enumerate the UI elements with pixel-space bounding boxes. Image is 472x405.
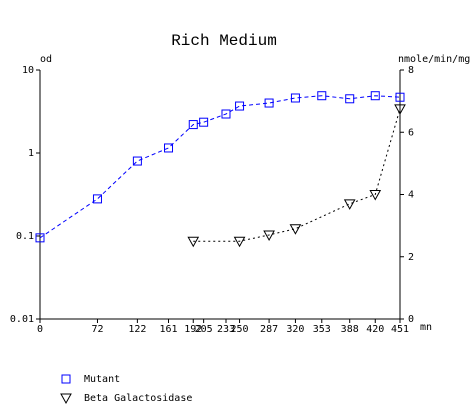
data-point xyxy=(221,109,231,119)
x-tick-label: 388 xyxy=(341,324,359,335)
x-axis-label: mn xyxy=(420,322,432,333)
y2-tick-label: 4 xyxy=(408,190,414,201)
x-tick-label: 320 xyxy=(286,324,304,335)
data-point xyxy=(343,199,356,210)
data-point xyxy=(289,224,302,235)
y2-tick-label: 6 xyxy=(408,127,414,138)
x-tick-label: 0 xyxy=(37,324,43,335)
y-tick-label: 0.1 xyxy=(16,231,34,242)
data-point xyxy=(199,117,209,127)
data-point xyxy=(263,230,275,241)
data-point xyxy=(370,91,380,101)
x-tick-label: 205 xyxy=(195,324,213,335)
x-tick-label: 192 xyxy=(184,324,202,335)
legend-marker xyxy=(60,393,72,405)
legend-label: Beta Galactosidase xyxy=(84,393,192,404)
data-point xyxy=(233,236,246,248)
x-tick-label: 250 xyxy=(231,324,249,335)
x-tick-label: 122 xyxy=(128,324,146,335)
data-point xyxy=(345,94,355,104)
data-point xyxy=(35,233,45,243)
x-tick-label: 72 xyxy=(91,324,103,335)
data-point xyxy=(317,91,327,101)
y2-tick-label: 2 xyxy=(408,252,414,263)
series-line xyxy=(193,108,401,242)
x-tick-label: 287 xyxy=(260,324,278,335)
x-tick-label: 451 xyxy=(391,324,409,335)
data-point xyxy=(92,194,102,204)
chart-title: Rich Medium xyxy=(171,32,277,50)
x-tick-label: 353 xyxy=(313,324,331,335)
data-point xyxy=(369,190,382,201)
data-point xyxy=(187,236,200,248)
y-tick-label: 10 xyxy=(22,65,34,76)
data-point xyxy=(290,93,300,103)
data-point xyxy=(164,143,174,153)
data-point xyxy=(188,120,198,130)
data-point xyxy=(264,98,274,108)
data-point xyxy=(395,92,405,102)
x-tick-label: 233 xyxy=(217,324,235,335)
x-tick-label: 420 xyxy=(366,324,384,335)
data-point xyxy=(235,101,245,111)
y2-axis-label: nmole/min/mg xyxy=(398,54,470,65)
legend-label: Mutant xyxy=(84,374,120,385)
legend-marker xyxy=(61,374,71,384)
data-point xyxy=(394,104,406,115)
y-tick-label: 0.01 xyxy=(10,314,34,325)
y2-tick-label: 0 xyxy=(408,314,414,325)
y-axis-label: od xyxy=(40,54,52,65)
series-line xyxy=(39,95,401,239)
data-point xyxy=(132,156,142,166)
x-tick-label: 161 xyxy=(159,324,177,335)
y2-tick-label: 8 xyxy=(408,65,414,76)
y-tick-label: 1 xyxy=(28,148,34,159)
